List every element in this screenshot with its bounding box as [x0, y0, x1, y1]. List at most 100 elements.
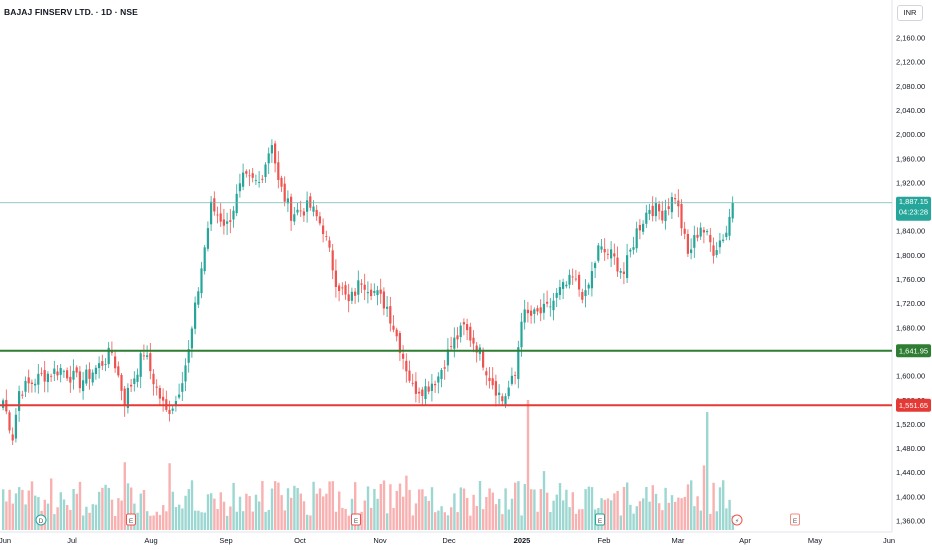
candle-body: [456, 335, 459, 340]
volume-bar: [222, 501, 226, 530]
candle-body: [267, 153, 270, 164]
volume-bar: [318, 488, 322, 530]
volume-bar: [616, 490, 619, 530]
candle-body: [606, 253, 609, 255]
volume-bar: [693, 506, 696, 530]
resistance-label-bg: [896, 398, 931, 412]
volume-bar: [184, 495, 187, 530]
candle-body: [629, 249, 632, 252]
time-tick-label: Dec: [442, 536, 456, 545]
event-marker[interactable]: ⚡: [731, 514, 743, 526]
candle-body: [181, 383, 184, 392]
price-tick-label: 1,520.00: [896, 420, 925, 429]
candle-body: [558, 287, 561, 295]
volume-bar: [667, 502, 670, 530]
candle-body: [581, 292, 584, 300]
volume-bar: [117, 498, 120, 530]
volume-bar: [664, 487, 667, 530]
earnings-marker: [595, 513, 605, 526]
candle-body: [245, 171, 248, 174]
candle-body: [251, 173, 254, 178]
candle-body: [574, 278, 577, 280]
candle-body: [190, 328, 193, 349]
candle-body: [424, 386, 427, 399]
volume-bar: [30, 481, 34, 530]
event-marker[interactable]: E: [351, 513, 361, 526]
candle-body: [59, 367, 62, 375]
candle-body: [699, 227, 702, 237]
candle-body: [491, 378, 494, 386]
candle-body: [562, 282, 565, 289]
volume-bar: [261, 480, 264, 530]
volume-bar: [238, 496, 242, 530]
event-marker[interactable]: E: [126, 513, 136, 526]
volume-bar: [398, 483, 402, 530]
candle-body: [226, 221, 229, 224]
volume-bar: [453, 493, 456, 530]
candle-body: [658, 204, 661, 212]
volume-bar: [235, 511, 238, 530]
candle-body: [27, 377, 30, 384]
volume-bar: [648, 501, 651, 530]
price-tick-label: 1,480.00: [896, 444, 925, 453]
volume-bar: [242, 511, 245, 530]
time-tick-label: Mar: [672, 536, 685, 545]
volume-bar: [370, 507, 373, 530]
volume-bar: [510, 498, 514, 530]
resistance-price-label: 1,551.65: [899, 401, 928, 410]
time-tick-label: Jun: [883, 536, 895, 545]
volume-bar: [8, 489, 11, 530]
price-tick-label: 1,400.00: [896, 492, 925, 501]
volume-bar: [72, 488, 75, 530]
candle-body: [274, 143, 277, 164]
volume-bar: [606, 498, 610, 530]
time-axis[interactable]: Jun Jul Aug Sep Oct Nov Dec 2025 Feb Mar Apr May Jun: [0, 536, 895, 545]
candle-body: [347, 294, 350, 302]
volume-bar: [171, 491, 174, 530]
volume-bar: [411, 515, 414, 530]
volume-bar: [254, 494, 258, 530]
event-marker[interactable]: D: [35, 514, 47, 526]
price-tick-label: 2,000.00: [896, 130, 925, 139]
candle-body: [264, 164, 267, 178]
candle-body: [258, 182, 261, 183]
candle-body: [219, 213, 222, 222]
candle-body: [114, 356, 117, 369]
volume-bar: [382, 480, 386, 530]
price-tick-label: 1,960.00: [896, 154, 925, 163]
currency-button[interactable]: INR: [897, 5, 923, 21]
time-tick-label: Feb: [598, 536, 611, 545]
time-tick-label: Sep: [219, 536, 232, 545]
event-marker[interactable]: E: [790, 513, 800, 526]
price-tick-label: 1,720.00: [896, 299, 925, 308]
volume-bar: [478, 480, 482, 530]
candle-body: [341, 287, 344, 289]
price-axis[interactable]: 2,160.00 2,120.00 2,080.00 2,040.00 2,000.00…: [896, 34, 925, 526]
candle-body: [50, 375, 53, 377]
volume-bar: [126, 483, 130, 530]
event-marker[interactable]: E: [595, 513, 605, 526]
candle-body: [395, 329, 398, 337]
candle-body: [78, 371, 81, 389]
volume-bar: [213, 498, 216, 530]
volume-bar: [523, 484, 526, 530]
volume-bar: [226, 515, 229, 530]
price-tick-label: 1,760.00: [896, 275, 925, 284]
candle-body: [40, 372, 43, 374]
volume-bar: [546, 492, 549, 530]
candle-body: [552, 300, 555, 311]
candle-body: [546, 301, 549, 304]
price-tick-label: 1,360.00: [896, 517, 925, 526]
volume-bar: [626, 482, 629, 530]
volume-bar: [181, 508, 184, 530]
candle-body: [389, 306, 392, 324]
candle-body: [283, 183, 286, 202]
candle-body: [197, 291, 200, 305]
price-tick-label: 1,840.00: [896, 227, 925, 236]
candle-body: [126, 387, 129, 408]
candle-body: [405, 360, 408, 372]
candle-body: [203, 247, 206, 272]
candle-body: [88, 369, 91, 379]
volume-bar: [590, 487, 594, 530]
